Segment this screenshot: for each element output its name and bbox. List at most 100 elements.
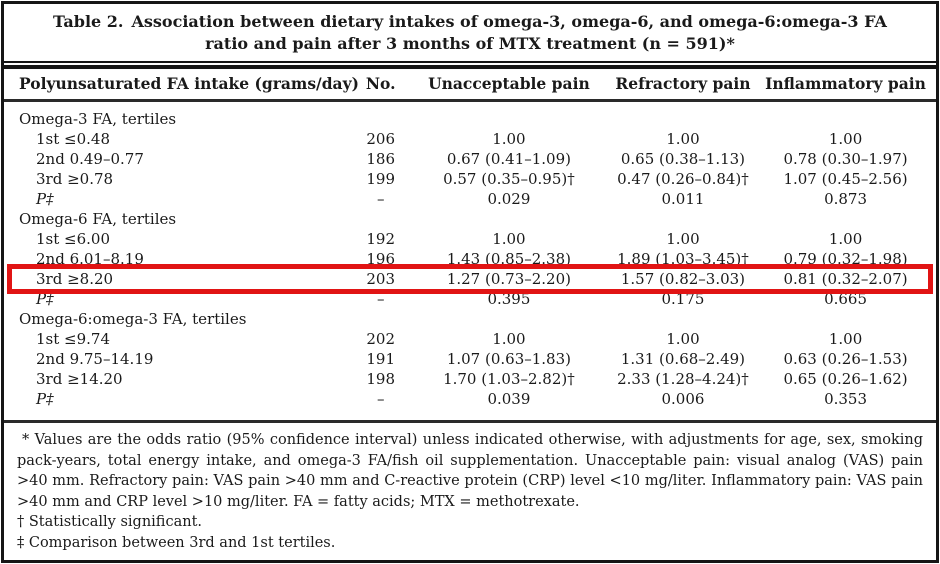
section-header-omega6-omega3-ratio: Omega-6:omega-3 FA, tertiles [12, 309, 928, 329]
cell-no: 202 [366, 330, 395, 348]
cell-refractory: 0.006 [661, 390, 705, 408]
row-label: 1st ≤6.00 [36, 230, 111, 248]
header-row-wrap: Polyunsaturated FA intake (grams/day) No… [4, 69, 936, 99]
section-header-omega3: Omega-3 FA, tertiles [12, 109, 928, 129]
row-label: 1st ≤0.48 [36, 130, 111, 148]
footnote-separator-rule [4, 420, 936, 423]
cell-refractory: 0.47 (0.26–0.84)† [617, 170, 749, 188]
cell-no: 186 [366, 150, 395, 168]
cell-no: 199 [366, 170, 395, 188]
table-row: 1st ≤0.48 206 1.00 1.00 1.00 [12, 129, 928, 149]
footnotes-block: * Values are the odds ratio (95% confide… [4, 423, 936, 560]
table-row-pvalue: P‡ – 0.039 0.006 0.353 [12, 389, 928, 409]
footnote-dagger: † Statistically significant. [17, 514, 203, 530]
row-label: 3rd ≥0.78 [36, 170, 114, 188]
cell-refractory: 1.00 [666, 230, 700, 248]
cell-unacceptable: 1.00 [492, 130, 526, 148]
cell-no: 191 [366, 350, 395, 368]
table-row-pvalue: P‡ – 0.395 0.175 0.665 [12, 289, 928, 309]
table-title: Table 2. Association between dietary inta… [34, 11, 906, 55]
cell-refractory: 0.65 (0.38–1.13) [620, 150, 746, 168]
col-header-refractory-pain: Refractory pain [615, 74, 751, 93]
cell-unacceptable: 0.039 [487, 390, 531, 408]
section-header-label: Omega-3 FA, tertiles [19, 110, 177, 128]
cell-no: 196 [366, 250, 395, 268]
cell-inflammatory: 1.00 [828, 330, 863, 348]
col-header-no: No. [365, 74, 396, 93]
cell-unacceptable: 0.029 [487, 190, 531, 208]
cell-inflammatory: 1.00 [828, 230, 863, 248]
col-header-unacceptable-pain: Unacceptable pain [428, 74, 590, 93]
row-label: 2nd 0.49–0.77 [36, 150, 144, 168]
cell-unacceptable: 0.57 (0.35–0.95)† [443, 170, 575, 188]
cell-no: 198 [366, 370, 395, 388]
highlighted-row-omega6-3rd-tertile: 3rd ≥8.20 203 1.27 (0.73–2.20) 1.57 (0.8… [7, 264, 933, 294]
cell-no: – [376, 390, 385, 408]
cell-inflammatory: 1.00 [828, 130, 863, 148]
cell-unacceptable: 0.395 [487, 290, 531, 308]
cell-refractory: 1.89 (1.03–3.45)† [617, 250, 749, 268]
cell-inflammatory: 0.79 (0.32–1.98) [783, 250, 908, 268]
cell-unacceptable: 0.67 (0.41–1.09) [446, 150, 571, 168]
cell-inflammatory: 0.873 [824, 190, 868, 208]
row-label: 1st ≤9.74 [36, 330, 111, 348]
cell-no: – [376, 290, 385, 308]
cell-inflammatory: 0.78 (0.30–1.97) [783, 150, 908, 168]
cell-inflammatory: 0.353 [824, 390, 868, 408]
cell-unacceptable: 1.70 (1.03–2.82)† [443, 370, 575, 388]
cell-refractory: 1.00 [666, 330, 700, 348]
cell-refractory: 2.33 (1.28–4.24)† [617, 370, 749, 388]
section-header-label: Omega-6:omega-3 FA, tertiles [19, 310, 247, 328]
footnote-asterisk: * Values are the odds ratio (95% confide… [17, 432, 923, 510]
cell-unacceptable: 1.27 (0.73–2.20) [446, 270, 571, 288]
table-row: 2nd 6.01–8.19 196 1.43 (0.85–2.38) 1.89 … [12, 249, 928, 269]
table-caption: Table 2. Association between dietary inta… [4, 4, 936, 61]
row-label: 3rd ≥8.20 [36, 270, 114, 288]
data-table: Omega-3 FA, tertiles 1st ≤0.48 206 1.00 … [7, 109, 933, 409]
row-label: 3rd ≥14.20 [36, 370, 123, 388]
row-label: 2nd 9.75–14.19 [36, 350, 154, 368]
cell-refractory: 1.57 (0.82–3.03) [620, 270, 746, 288]
cell-no: – [376, 190, 385, 208]
cell-inflammatory: 0.63 (0.26–1.53) [783, 350, 908, 368]
table-row: 2nd 0.49–0.77 186 0.67 (0.41–1.09) 0.65 … [12, 149, 928, 169]
col-header-intake: Polyunsaturated FA intake (grams/day) [19, 74, 359, 93]
row-label-p: P‡ [36, 190, 54, 208]
section-header-omega6: Omega-6 FA, tertiles [12, 209, 928, 229]
column-header-row: Polyunsaturated FA intake (grams/day) No… [12, 69, 928, 99]
table-row: 3rd ≥14.20 198 1.70 (1.03–2.82)† 2.33 (1… [12, 369, 928, 389]
table-title-text: Association between dietary intakes of o… [131, 12, 887, 53]
cell-refractory: 1.00 [666, 130, 700, 148]
row-label: 2nd 6.01–8.19 [36, 250, 144, 268]
col-header-inflammatory-pain: Inflammatory pain [765, 74, 926, 93]
cell-unacceptable: 1.00 [492, 330, 526, 348]
cell-unacceptable: 1.07 (0.63–1.83) [446, 350, 571, 368]
table-row-pvalue: P‡ – 0.029 0.011 0.873 [12, 189, 928, 209]
table-row: 3rd ≥0.78 199 0.57 (0.35–0.95)† 0.47 (0.… [12, 169, 928, 189]
table-row: 1st ≤6.00 192 1.00 1.00 1.00 [12, 229, 928, 249]
cell-inflammatory: 0.81 (0.32–2.07) [783, 270, 908, 288]
cell-inflammatory: 0.65 (0.26–1.62) [783, 370, 908, 388]
row-label-p: P‡ [36, 290, 54, 308]
cell-inflammatory: 1.07 (0.45–2.56) [783, 170, 908, 188]
cell-no: 206 [366, 130, 395, 148]
table-body-wrap: Omega-3 FA, tertiles 1st ≤0.48 206 1.00 … [4, 109, 936, 409]
cell-no: 192 [366, 230, 395, 248]
cell-refractory: 0.011 [661, 190, 705, 208]
title-separator-rule [4, 61, 936, 69]
table-row: 1st ≤9.74 202 1.00 1.00 1.00 [12, 329, 928, 349]
cell-no: 203 [366, 270, 395, 288]
cell-unacceptable: 1.43 (0.85–2.38) [446, 250, 571, 268]
table-number: Table 2. [53, 12, 124, 31]
cell-unacceptable: 1.00 [492, 230, 526, 248]
footnote-double-dagger: ‡ Comparison between 3rd and 1st tertile… [17, 534, 336, 551]
row-label-p: P‡ [36, 390, 54, 408]
cell-inflammatory: 0.665 [824, 290, 868, 308]
table-row: 2nd 9.75–14.19 191 1.07 (0.63–1.83) 1.31… [12, 349, 928, 369]
section-header-label: Omega-6 FA, tertiles [19, 210, 177, 228]
header-separator-rule [4, 99, 936, 102]
cell-refractory: 0.175 [661, 290, 705, 308]
column-header-table: Polyunsaturated FA intake (grams/day) No… [12, 69, 928, 99]
cell-refractory: 1.31 (0.68–2.49) [620, 350, 746, 368]
